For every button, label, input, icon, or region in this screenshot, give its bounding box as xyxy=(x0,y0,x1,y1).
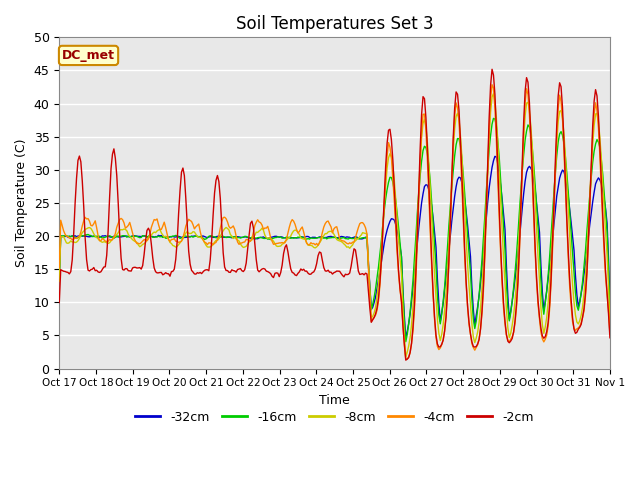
Text: DC_met: DC_met xyxy=(62,49,115,62)
Y-axis label: Soil Temperature (C): Soil Temperature (C) xyxy=(15,139,28,267)
Title: Soil Temperatures Set 3: Soil Temperatures Set 3 xyxy=(236,15,433,33)
X-axis label: Time: Time xyxy=(319,394,350,407)
Legend: -32cm, -16cm, -8cm, -4cm, -2cm: -32cm, -16cm, -8cm, -4cm, -2cm xyxy=(131,406,539,429)
